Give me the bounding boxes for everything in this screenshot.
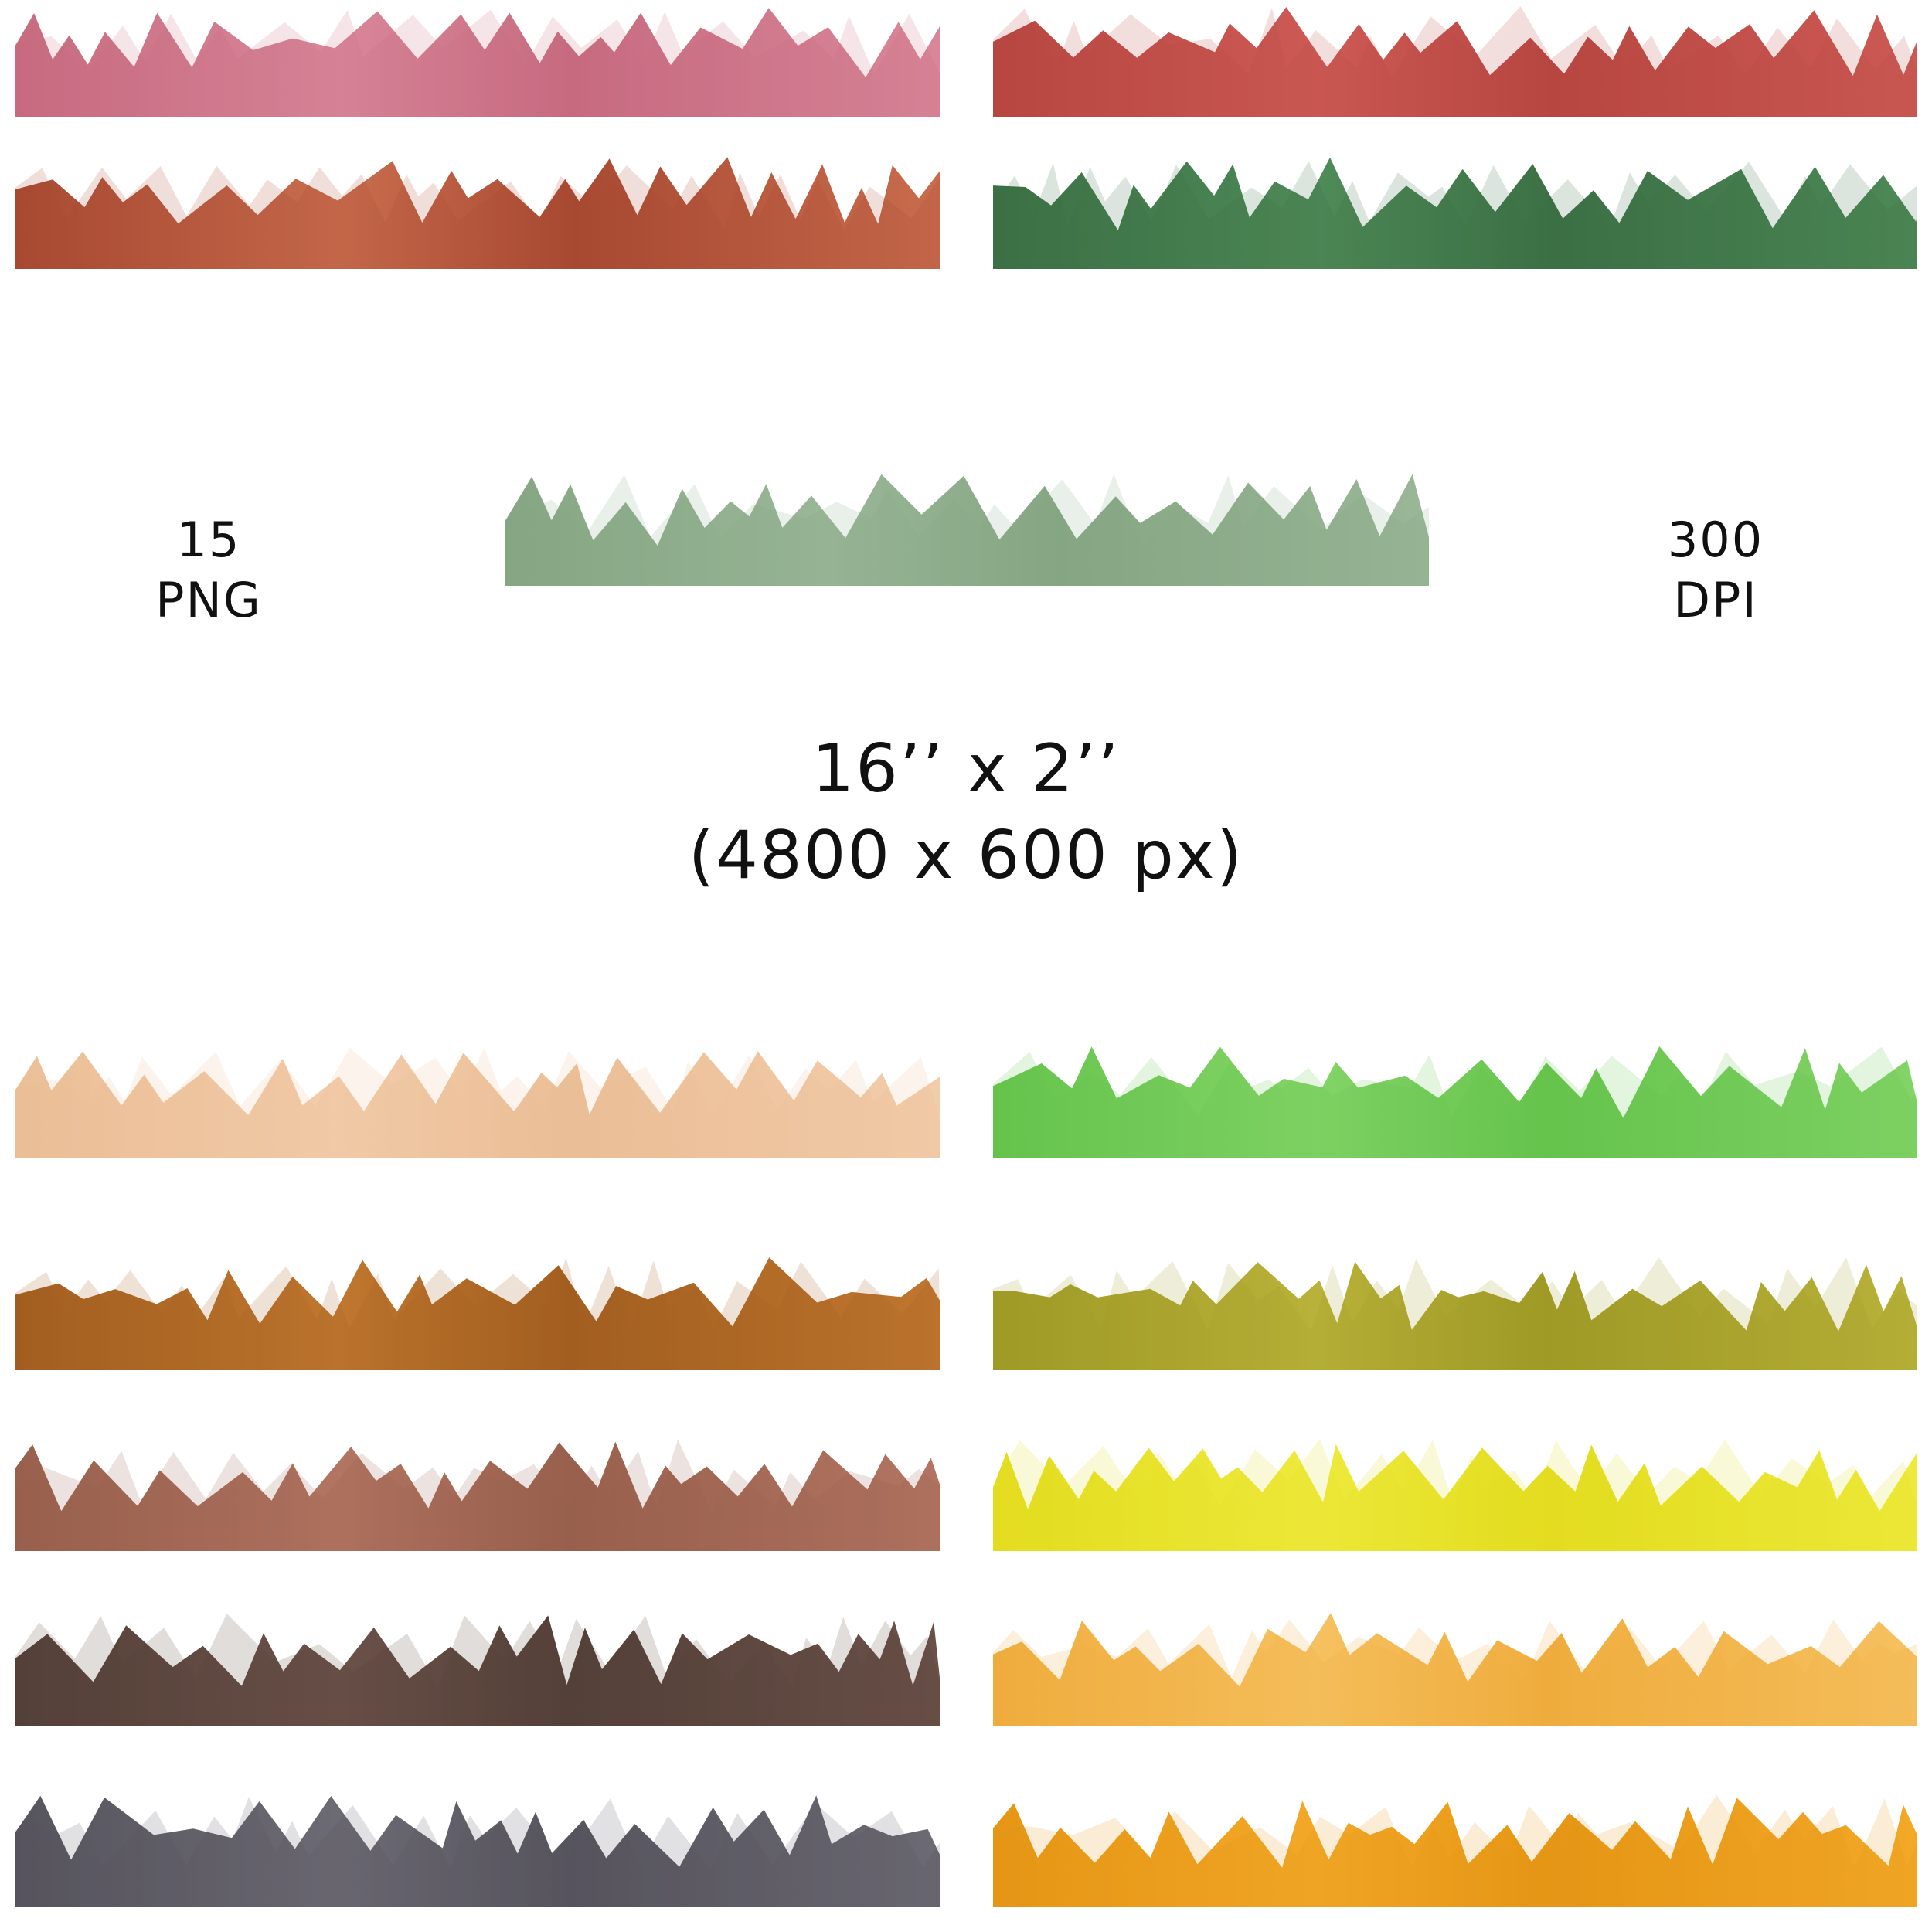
border-strip-ochre-brown [15, 1254, 940, 1370]
border-strip-light-orange [993, 1610, 1917, 1726]
border-strip-clay [15, 1435, 940, 1551]
border-texture [993, 6, 1917, 117]
border-texture [993, 1438, 1917, 1551]
border-fill [993, 1046, 1917, 1158]
watercolor-border-shape [993, 1438, 1917, 1551]
border-fill [993, 1261, 1917, 1370]
border-texture [15, 1047, 940, 1158]
watercolor-border-shape [993, 1613, 1917, 1726]
watercolor-border-shape [15, 1439, 940, 1551]
watercolor-border-shape [993, 1257, 1917, 1370]
dpi-label: 300 DPI [1615, 510, 1816, 630]
border-texture [15, 165, 940, 269]
border-texture [993, 1794, 1917, 1907]
border-fill [15, 8, 940, 117]
watercolor-border-shape [15, 1257, 940, 1370]
border-fill [993, 157, 1917, 269]
border-fill [505, 474, 1429, 586]
watercolor-border-shape [993, 1046, 1917, 1158]
watercolor-border-shape [993, 157, 1917, 269]
dpi-value: 300 [1667, 512, 1764, 568]
border-texture [993, 1046, 1917, 1158]
watercolor-border-shape [505, 474, 1429, 586]
border-fill [15, 157, 940, 269]
border-texture [505, 474, 1429, 586]
watercolor-border-shape [15, 1795, 940, 1907]
border-strip-lime [993, 1042, 1917, 1158]
border-fill [15, 1441, 940, 1551]
border-strip-rust [15, 153, 940, 269]
border-strip-peach [15, 1042, 940, 1158]
border-strip-olive [993, 1254, 1917, 1370]
dpi-unit: DPI [1673, 571, 1758, 628]
dimensions-label: 16’’ x 2’’ (4800 x 600 px) [502, 726, 1430, 900]
border-texture [15, 1614, 940, 1726]
border-strip-pink [15, 2, 940, 117]
png-format-text: PNG [155, 571, 262, 628]
border-fill [993, 1613, 1917, 1726]
border-strip-charcoal [15, 1791, 940, 1907]
watercolor-border-shape [15, 8, 940, 117]
border-fill [993, 7, 1917, 117]
watercolor-border-shape [15, 1047, 940, 1158]
border-strip-sage [505, 470, 1429, 586]
png-count-number: 15 [176, 512, 241, 568]
border-fill [15, 1795, 940, 1907]
watercolor-border-shape [15, 1614, 940, 1726]
border-strip-red [993, 2, 1917, 117]
border-fill [15, 1615, 940, 1726]
border-texture [15, 1257, 940, 1370]
watercolor-border-shape [993, 1794, 1917, 1907]
border-strip-umber [15, 1610, 940, 1726]
border-texture [15, 9, 940, 117]
border-fill [15, 1051, 940, 1158]
watercolor-border-shape [993, 6, 1917, 117]
border-texture [15, 1796, 940, 1907]
border-fill [993, 1444, 1917, 1551]
border-texture [993, 161, 1917, 269]
border-texture [15, 1439, 940, 1551]
dimensions-inches: 16’’ x 2’’ [811, 730, 1121, 808]
border-strip-orange [993, 1791, 1917, 1907]
png-count-label: 15 PNG [116, 510, 301, 630]
border-texture [993, 1257, 1917, 1370]
border-strip-dark-green [993, 153, 1917, 269]
border-strip-yellow [993, 1435, 1917, 1551]
border-fill [15, 1257, 940, 1370]
dimensions-pixels: (4800 x 600 px) [688, 816, 1244, 894]
watercolor-border-shape [15, 157, 940, 269]
border-texture [993, 1619, 1917, 1726]
border-fill [993, 1798, 1917, 1907]
